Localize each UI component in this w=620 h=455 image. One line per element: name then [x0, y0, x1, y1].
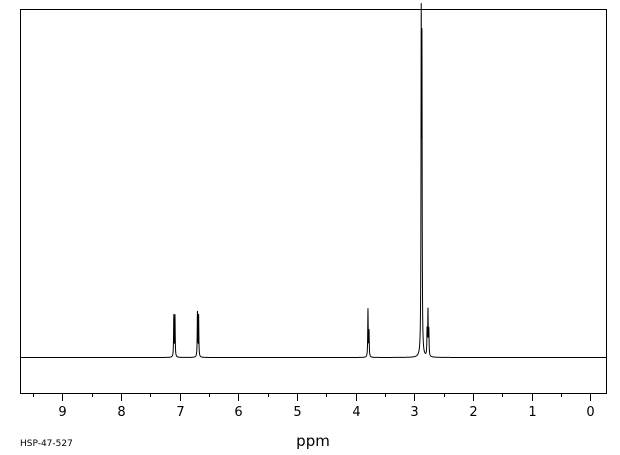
- spectrum-line: [20, 3, 606, 358]
- x-tick-label: 4: [352, 405, 360, 420]
- x-axis-tick-labels: 9 8 7 6 5 4 3 2 1 0: [58, 405, 594, 420]
- x-axis-ticks: [33, 393, 591, 401]
- x-tick-label: 3: [410, 405, 418, 420]
- x-tick-label: 7: [176, 405, 184, 420]
- spectrum-code-label: HSP-47-527: [20, 439, 73, 449]
- x-tick-label: 2: [469, 405, 477, 420]
- x-tick-label: 9: [58, 405, 66, 420]
- x-tick-label: 5: [293, 405, 301, 420]
- x-axis-title: ppm: [296, 432, 330, 450]
- plot-frame: [20, 9, 607, 394]
- x-tick-label: 8: [117, 405, 125, 420]
- x-tick-label: 0: [586, 405, 594, 420]
- x-tick-label: 1: [528, 405, 536, 420]
- x-tick-label: 6: [234, 405, 242, 420]
